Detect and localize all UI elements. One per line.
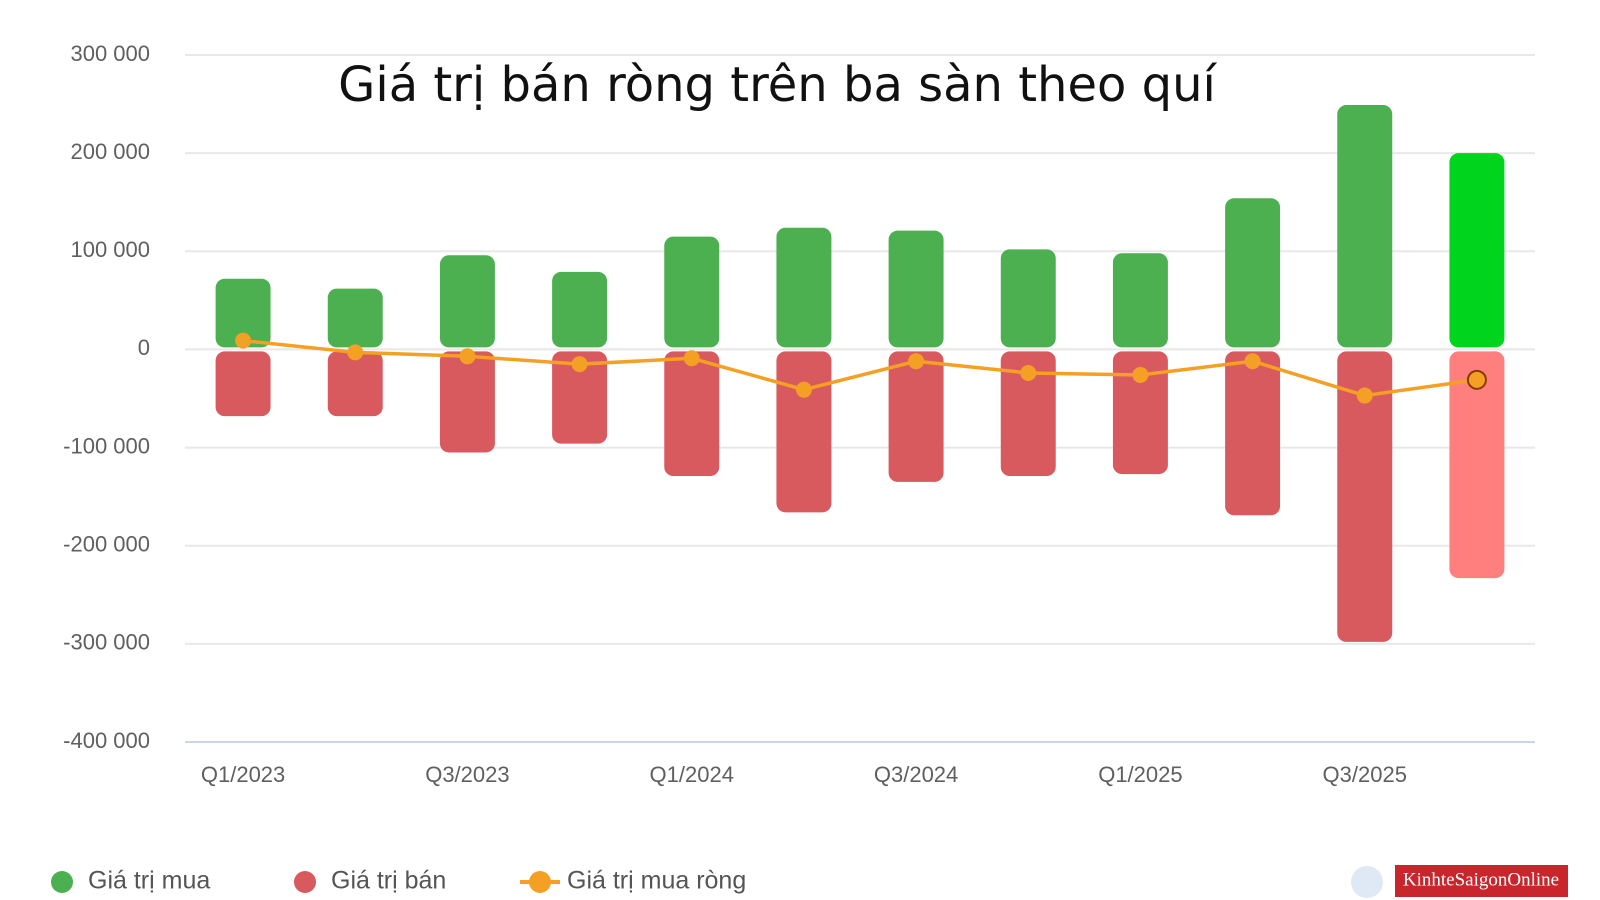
line-marker (1244, 353, 1261, 370)
bar (888, 230, 944, 348)
bar (215, 351, 271, 417)
x-tick-label: Q1/2024 (650, 762, 734, 787)
bar (1449, 153, 1505, 348)
bar (327, 288, 383, 348)
x-tick-label: Q3/2024 (874, 762, 958, 787)
bar (1337, 105, 1393, 348)
bar (1000, 351, 1056, 477)
line-marker (347, 344, 364, 361)
bar (888, 351, 944, 482)
bar (552, 351, 608, 444)
line-marker (1020, 364, 1037, 381)
chart-title: Giá trị bán ròng trên ba sàn theo quí (338, 57, 1217, 113)
legend-label: Giá trị mua (88, 867, 210, 895)
y-tick-label: -200 000 (63, 532, 150, 557)
y-tick-label: 100 000 (70, 237, 150, 262)
x-tick-label: Q3/2023 (425, 762, 509, 787)
line-marker (795, 381, 812, 398)
bar (1112, 253, 1168, 348)
y-tick-label: 300 000 (70, 41, 150, 66)
bar (1225, 351, 1281, 516)
bar (1000, 249, 1056, 348)
bar (776, 351, 832, 513)
bar (327, 351, 383, 417)
legend-marker (529, 871, 551, 893)
x-tick-label: Q1/2025 (1098, 762, 1182, 787)
bar (1112, 351, 1168, 475)
y-tick-label: -400 000 (63, 728, 150, 753)
line-marker (235, 332, 252, 349)
bar (664, 351, 720, 477)
line-marker (908, 353, 925, 370)
bar (664, 236, 720, 348)
bar (215, 278, 271, 348)
line (242, 338, 1478, 398)
line-marker (1466, 369, 1487, 390)
line-marker (1356, 387, 1373, 404)
bar (439, 255, 495, 348)
legend-label: Giá trị mua ròng (567, 867, 746, 895)
bar (1449, 351, 1505, 579)
x-tick-label: Q3/2025 (1323, 762, 1407, 787)
x-tick-label: Q1/2023 (201, 762, 285, 787)
y-tick-label: -100 000 (63, 433, 150, 458)
line-marker (459, 348, 476, 365)
logo-icon (1351, 866, 1383, 898)
bar (1337, 351, 1393, 642)
line-marker (683, 350, 700, 367)
logo-box (1395, 865, 1568, 897)
bar (776, 227, 832, 348)
legend-marker (51, 871, 73, 893)
bar (1225, 198, 1281, 348)
y-tick-label: 0 (138, 335, 150, 360)
legend-marker (294, 871, 316, 893)
y-tick-label: 200 000 (70, 139, 150, 164)
logo-text: KinhteSaigonOnline (1403, 869, 1559, 890)
legend-label: Giá trị bán (331, 867, 446, 895)
bar (552, 271, 608, 348)
y-tick-label: -300 000 (63, 630, 150, 655)
logo: KinhteSaigonOnline (1351, 865, 1568, 898)
line-marker (571, 356, 588, 373)
bar (439, 351, 495, 453)
line-marker (1132, 366, 1149, 383)
